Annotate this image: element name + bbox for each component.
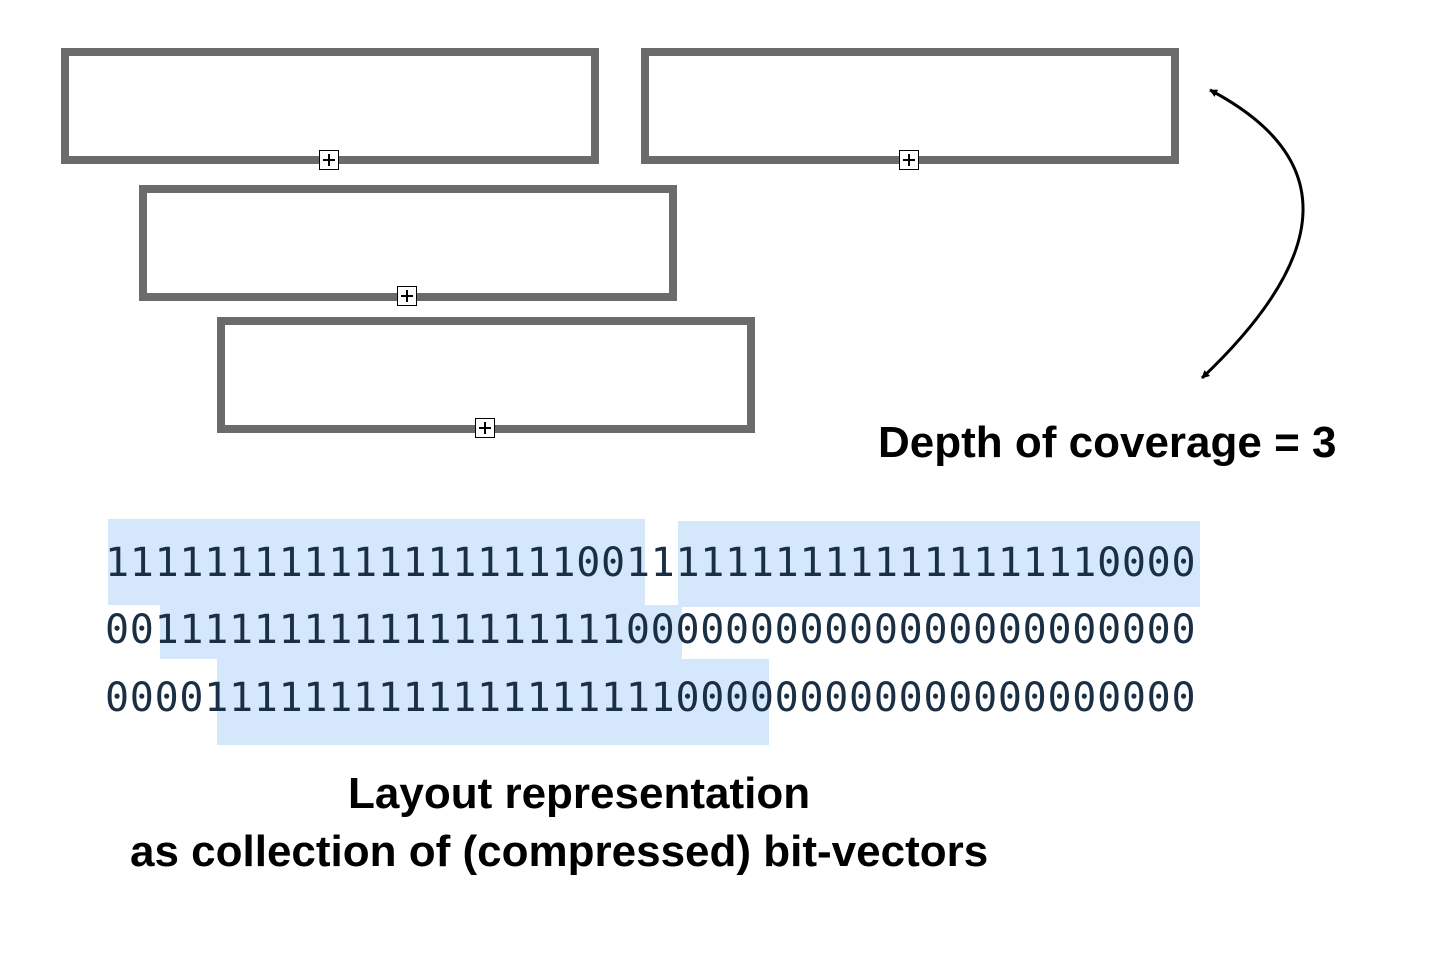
plus-square-icon[interactable] — [899, 150, 919, 170]
plus-square-icon[interactable] — [475, 418, 495, 438]
bit-vector-row-2: 0011111111111111111110000000000000000000… — [105, 607, 1197, 653]
plus-square-icon[interactable] — [319, 150, 339, 170]
plus-square-icon[interactable] — [397, 286, 417, 306]
caption-line-1: Layout representation — [348, 769, 811, 818]
bit-highlight-4 — [217, 659, 769, 745]
bit-vector-row-3: 0000111111111111111111100000000000000000… — [105, 675, 1197, 721]
bit-vector-row-1: 1111111111111111111001111111111111111111… — [105, 540, 1197, 586]
coverage-label: Depth of coverage = 3 — [878, 418, 1337, 467]
bit-highlight-3 — [160, 605, 682, 659]
caption-line-2: as collection of (compressed) bit-vector… — [130, 827, 989, 876]
bit-highlight-1 — [108, 519, 645, 605]
interval-box-4 — [217, 317, 755, 433]
bit-highlight-2 — [678, 521, 1200, 607]
